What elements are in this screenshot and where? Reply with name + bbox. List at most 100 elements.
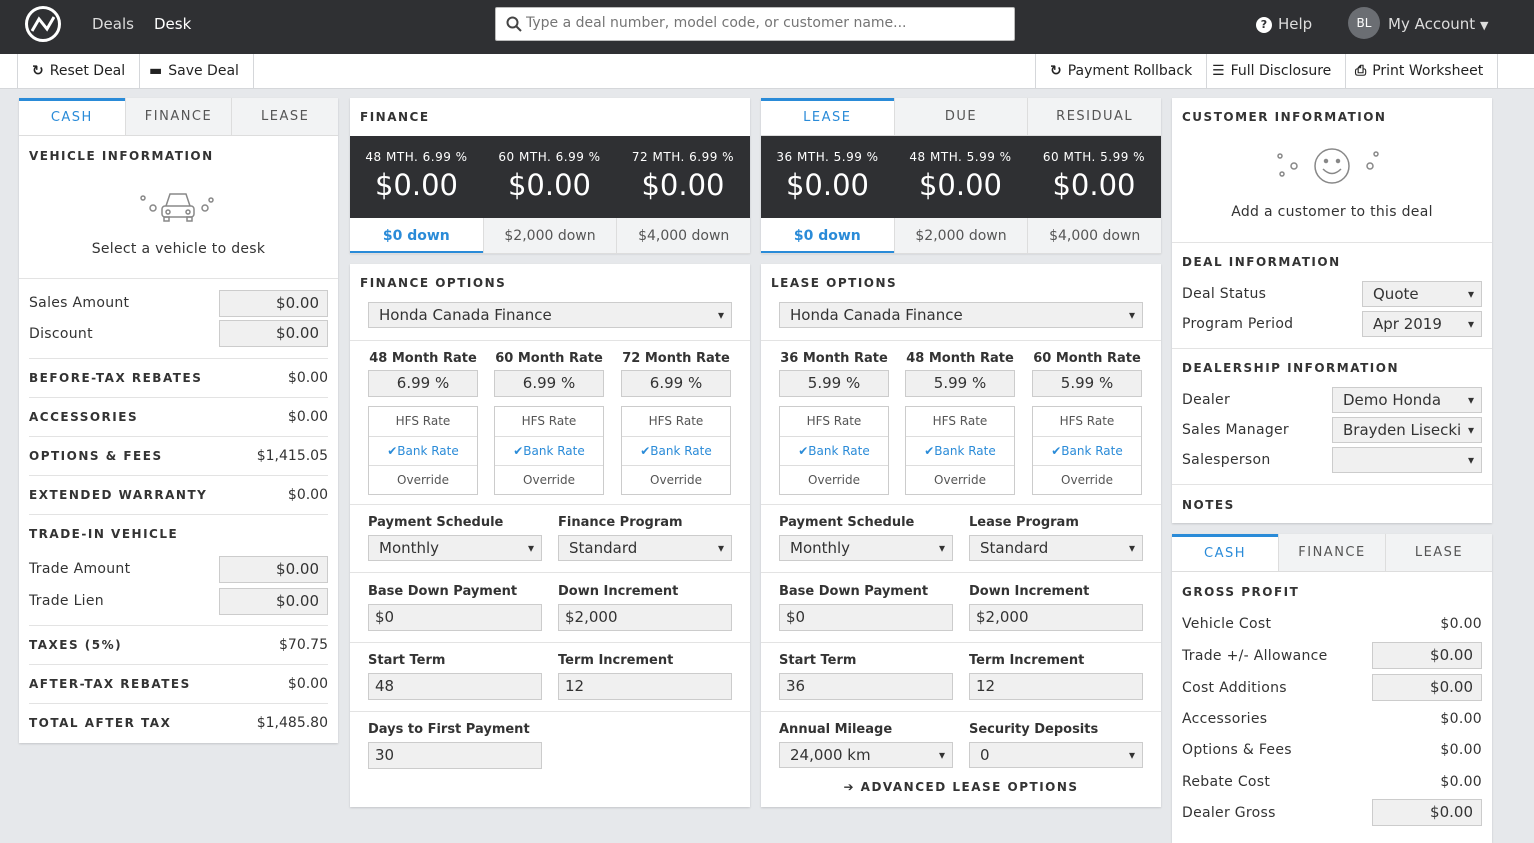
bank-rate-option[interactable]: ✔Bank Rate bbox=[906, 436, 1014, 465]
add-customer-prompt[interactable]: Add a customer to this deal bbox=[1231, 204, 1433, 220]
trade-allowance-field[interactable]: $0.00 bbox=[1372, 642, 1482, 669]
down-tab[interactable]: $4,000 down bbox=[616, 218, 751, 253]
lease-program-select[interactable]: Standard bbox=[969, 535, 1143, 561]
rate-input[interactable]: 6.99 % bbox=[494, 370, 604, 397]
discount-field[interactable]: $0.00 bbox=[219, 320, 328, 347]
extended-warranty-row[interactable]: EXTENDED WARRANTY $0.00 bbox=[29, 475, 328, 514]
days-first-payment-input[interactable]: 30 bbox=[368, 742, 542, 769]
search-box[interactable] bbox=[495, 7, 1015, 41]
down-tab[interactable]: $4,000 down bbox=[1027, 218, 1162, 253]
payment-schedule-select[interactable]: Monthly bbox=[779, 535, 953, 561]
car-icon[interactable] bbox=[137, 184, 219, 224]
deal-status-select[interactable]: Quote bbox=[1362, 281, 1482, 307]
hfs-rate-option[interactable]: HFS Rate bbox=[648, 414, 704, 428]
down-increment-input[interactable]: $2,000 bbox=[969, 604, 1143, 631]
payment-schedule-select[interactable]: Monthly bbox=[368, 535, 542, 561]
after-tax-rebates-row[interactable]: AFTER-TAX REBATES $0.00 bbox=[29, 664, 328, 703]
trade-lien-field[interactable]: $0.00 bbox=[219, 588, 328, 615]
hfs-rate-option[interactable]: HFS Rate bbox=[1059, 414, 1115, 428]
finance-rate-card[interactable]: 60 MTH. 6.99 % $0.00 bbox=[483, 136, 616, 202]
rate-input[interactable]: 5.99 % bbox=[779, 370, 889, 397]
dealer-select[interactable]: Demo Honda bbox=[1332, 387, 1482, 413]
bank-rate-option[interactable]: ✔Bank Rate bbox=[369, 436, 477, 465]
lease-rate-card[interactable]: 48 MTH. 5.99 % $0.00 bbox=[894, 136, 1027, 202]
bank-rate-option[interactable]: ✔Bank Rate bbox=[622, 436, 730, 465]
base-down-input[interactable]: $0 bbox=[779, 604, 953, 631]
notes-heading[interactable]: NOTES bbox=[1182, 498, 1235, 512]
taxes-row[interactable]: TAXES (5%) $70.75 bbox=[29, 625, 328, 664]
base-down-input[interactable]: $0 bbox=[368, 604, 542, 631]
hfs-rate-option[interactable]: HFS Rate bbox=[806, 414, 862, 428]
bank-rate-option[interactable]: ✔Bank Rate bbox=[495, 436, 603, 465]
program-period-select[interactable]: Apr 2019 bbox=[1362, 311, 1482, 337]
down-tab[interactable]: $2,000 down bbox=[893, 218, 1028, 253]
accessories-row[interactable]: ACCESSORIES $0.00 bbox=[29, 397, 328, 436]
override-option[interactable]: Override bbox=[369, 465, 477, 494]
finance-lender-select[interactable]: Honda Canada Finance bbox=[368, 302, 732, 328]
down-tab[interactable]: $2,000 down bbox=[482, 218, 617, 253]
bank-rate-option[interactable]: ✔Bank Rate bbox=[780, 436, 888, 465]
rate-input[interactable]: 5.99 % bbox=[1032, 370, 1142, 397]
reset-deal-button[interactable]: ↻ Reset Deal bbox=[17, 54, 141, 89]
finance-program-select[interactable]: Standard bbox=[558, 535, 732, 561]
tab-due[interactable]: DUE bbox=[893, 98, 1028, 135]
lease-lender-select[interactable]: Honda Canada Finance bbox=[779, 302, 1143, 328]
nav-desk[interactable]: Desk bbox=[154, 15, 192, 33]
lease-rate-card[interactable]: 60 MTH. 5.99 % $0.00 bbox=[1027, 136, 1161, 202]
app-logo-icon[interactable] bbox=[25, 6, 61, 42]
down-increment-input[interactable]: $2,000 bbox=[558, 604, 732, 631]
nav-deals[interactable]: Deals bbox=[92, 15, 134, 33]
tab-lease[interactable]: LEASE bbox=[1385, 534, 1492, 571]
tab-finance[interactable]: FINANCE bbox=[124, 98, 232, 135]
down-tab[interactable]: $0 down bbox=[350, 218, 483, 253]
dealer-gross-field[interactable]: $0.00 bbox=[1372, 799, 1482, 826]
full-disclosure-button[interactable]: ☰ Full Disclosure bbox=[1198, 54, 1347, 89]
before-tax-rebates-row[interactable]: BEFORE-TAX REBATES $0.00 bbox=[29, 358, 328, 397]
override-option[interactable]: Override bbox=[495, 465, 603, 494]
advanced-lease-options-link[interactable]: ➔ ADVANCED LEASE OPTIONS bbox=[761, 780, 1161, 794]
hfs-rate-option[interactable]: HFS Rate bbox=[932, 414, 988, 428]
start-term-input[interactable]: 48 bbox=[368, 673, 542, 700]
options-fees-row[interactable]: OPTIONS & FEES $1,415.05 bbox=[29, 436, 328, 475]
sales-amount-field[interactable]: $0.00 bbox=[219, 290, 328, 317]
tab-cash[interactable]: CASH bbox=[1172, 534, 1278, 571]
hfs-rate-option[interactable]: HFS Rate bbox=[395, 414, 451, 428]
tab-finance[interactable]: FINANCE bbox=[1278, 534, 1385, 571]
salesperson-select[interactable] bbox=[1332, 447, 1482, 473]
override-option[interactable]: Override bbox=[906, 465, 1014, 494]
rate-input[interactable]: 5.99 % bbox=[905, 370, 1015, 397]
security-deposits-select[interactable]: 0 bbox=[969, 742, 1143, 768]
customer-info-heading: CUSTOMER INFORMATION bbox=[1182, 110, 1387, 124]
cost-additions-field[interactable]: $0.00 bbox=[1372, 674, 1482, 701]
hfs-rate-option[interactable]: HFS Rate bbox=[521, 414, 577, 428]
override-option[interactable]: Override bbox=[622, 465, 730, 494]
bank-rate-option[interactable]: ✔Bank Rate bbox=[1033, 436, 1141, 465]
annual-mileage-select[interactable]: 24,000 km bbox=[779, 742, 953, 768]
finance-rate-card[interactable]: 72 MTH. 6.99 % $0.00 bbox=[616, 136, 750, 202]
tab-lease[interactable]: LEASE bbox=[761, 98, 894, 135]
term-increment-input[interactable]: 12 bbox=[558, 673, 732, 700]
start-term-input[interactable]: 36 bbox=[779, 673, 953, 700]
rate-input[interactable]: 6.99 % bbox=[368, 370, 478, 397]
my-account-menu[interactable]: My Account ▼ bbox=[1388, 15, 1488, 33]
tab-cash[interactable]: CASH bbox=[19, 98, 125, 135]
smiley-icon[interactable] bbox=[1272, 146, 1392, 186]
finance-rate-card[interactable]: 48 MTH. 6.99 % $0.00 bbox=[350, 136, 483, 202]
search-input[interactable] bbox=[526, 15, 1006, 31]
payment-rollback-button[interactable]: ↻ Payment Rollback bbox=[1035, 54, 1208, 89]
tab-residual[interactable]: RESIDUAL bbox=[1027, 98, 1162, 135]
print-worksheet-button[interactable]: ⎙ Print Worksheet bbox=[1341, 54, 1499, 89]
help-link[interactable]: ? Help bbox=[1256, 15, 1312, 33]
override-option[interactable]: Override bbox=[780, 465, 888, 494]
term-increment-input[interactable]: 12 bbox=[969, 673, 1143, 700]
vehicle-prompt[interactable]: Select a vehicle to desk bbox=[91, 241, 266, 257]
trade-amount-field[interactable]: $0.00 bbox=[219, 556, 328, 583]
avatar[interactable]: BL bbox=[1348, 7, 1380, 39]
sales-manager-select[interactable]: Brayden Lisecki bbox=[1332, 417, 1482, 443]
override-option[interactable]: Override bbox=[1033, 465, 1141, 494]
tab-lease[interactable]: LEASE bbox=[231, 98, 339, 135]
save-deal-button[interactable]: ▬ Save Deal bbox=[135, 54, 254, 89]
lease-rate-card[interactable]: 36 MTH. 5.99 % $0.00 bbox=[761, 136, 894, 202]
rate-input[interactable]: 6.99 % bbox=[621, 370, 731, 397]
down-tab[interactable]: $0 down bbox=[761, 218, 894, 253]
